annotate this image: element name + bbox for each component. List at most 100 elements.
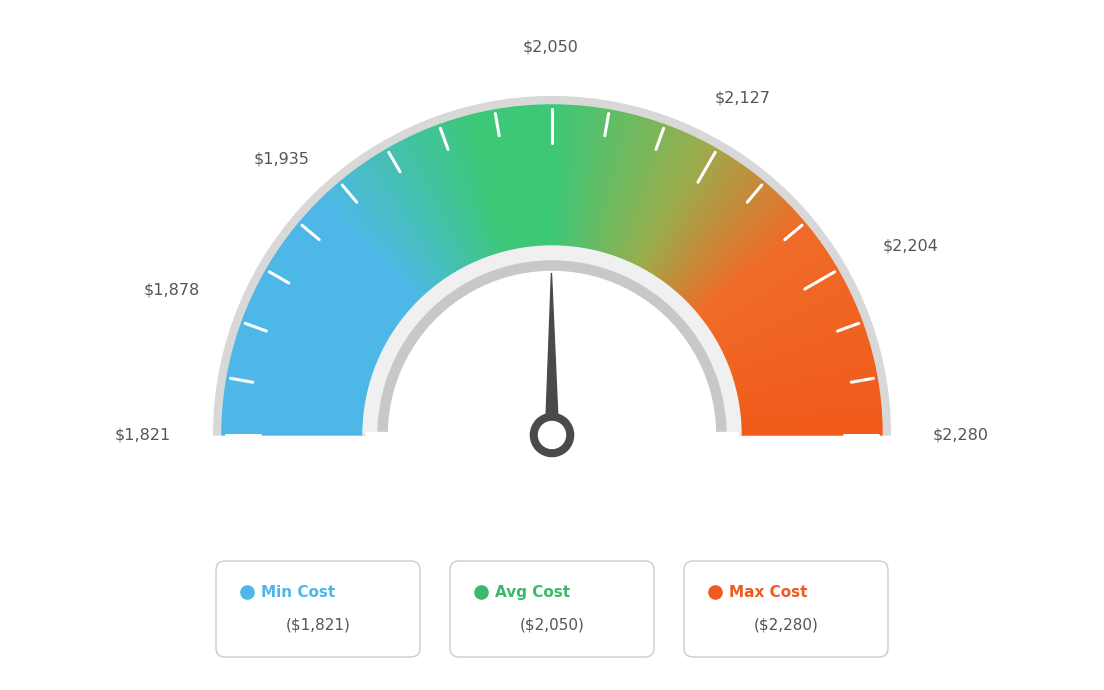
Wedge shape: [371, 158, 452, 279]
Wedge shape: [701, 237, 817, 324]
Wedge shape: [719, 288, 848, 353]
Wedge shape: [546, 105, 551, 249]
Wedge shape: [539, 105, 546, 249]
Wedge shape: [705, 248, 825, 331]
Wedge shape: [222, 420, 367, 428]
Wedge shape: [325, 195, 425, 300]
Wedge shape: [722, 302, 854, 361]
Text: Avg Cost: Avg Cost: [495, 585, 570, 600]
Wedge shape: [682, 200, 785, 304]
Wedge shape: [737, 417, 882, 426]
Wedge shape: [223, 404, 367, 419]
Wedge shape: [232, 351, 372, 388]
Wedge shape: [578, 108, 601, 251]
Wedge shape: [715, 276, 842, 346]
Wedge shape: [282, 243, 401, 328]
Wedge shape: [676, 189, 774, 297]
Wedge shape: [731, 346, 870, 386]
Wedge shape: [287, 237, 403, 324]
Wedge shape: [478, 113, 511, 254]
Wedge shape: [531, 106, 542, 249]
Wedge shape: [732, 351, 872, 388]
Wedge shape: [355, 168, 443, 286]
Wedge shape: [296, 225, 408, 317]
Wedge shape: [229, 368, 370, 399]
Wedge shape: [571, 107, 588, 250]
Wedge shape: [445, 122, 493, 259]
Wedge shape: [498, 109, 523, 252]
Wedge shape: [527, 106, 539, 250]
Wedge shape: [305, 215, 414, 312]
Wedge shape: [622, 129, 678, 263]
Wedge shape: [703, 243, 822, 328]
Wedge shape: [591, 112, 624, 253]
Wedge shape: [319, 200, 422, 304]
Wedge shape: [669, 179, 763, 292]
Wedge shape: [735, 384, 879, 407]
Wedge shape: [594, 114, 629, 254]
Wedge shape: [412, 135, 474, 267]
Wedge shape: [255, 290, 385, 355]
Wedge shape: [688, 209, 794, 308]
Wedge shape: [726, 321, 862, 372]
Wedge shape: [677, 191, 776, 298]
Wedge shape: [288, 235, 404, 324]
Wedge shape: [672, 184, 768, 295]
Wedge shape: [623, 130, 681, 264]
Wedge shape: [352, 171, 440, 287]
Wedge shape: [702, 241, 820, 327]
Wedge shape: [276, 252, 397, 333]
Wedge shape: [226, 378, 369, 404]
Wedge shape: [730, 338, 868, 382]
Wedge shape: [496, 110, 521, 252]
Wedge shape: [587, 111, 616, 253]
Wedge shape: [716, 281, 845, 349]
Circle shape: [475, 586, 488, 599]
Wedge shape: [679, 195, 779, 300]
Wedge shape: [713, 269, 839, 343]
Wedge shape: [317, 201, 421, 304]
Wedge shape: [648, 152, 724, 277]
Wedge shape: [272, 258, 395, 337]
Wedge shape: [393, 145, 464, 272]
Wedge shape: [455, 119, 499, 257]
Wedge shape: [275, 254, 396, 334]
Wedge shape: [222, 417, 367, 426]
Wedge shape: [725, 316, 861, 369]
Wedge shape: [628, 135, 690, 266]
Wedge shape: [213, 97, 891, 435]
Wedge shape: [702, 239, 819, 326]
Wedge shape: [696, 225, 808, 317]
Wedge shape: [254, 292, 384, 356]
Wedge shape: [590, 112, 622, 253]
Wedge shape: [238, 331, 375, 377]
Wedge shape: [308, 211, 415, 310]
Text: $2,280: $2,280: [933, 428, 989, 442]
Wedge shape: [649, 154, 726, 277]
Wedge shape: [650, 155, 729, 278]
Wedge shape: [736, 393, 880, 413]
Wedge shape: [490, 110, 519, 253]
Wedge shape: [285, 239, 402, 326]
Wedge shape: [556, 105, 562, 249]
Wedge shape: [516, 107, 533, 250]
Wedge shape: [231, 358, 371, 393]
Wedge shape: [718, 285, 847, 352]
Wedge shape: [735, 378, 878, 404]
Wedge shape: [683, 201, 787, 304]
Wedge shape: [226, 381, 369, 406]
Wedge shape: [537, 106, 544, 249]
Wedge shape: [657, 162, 740, 282]
Wedge shape: [268, 265, 393, 340]
Wedge shape: [671, 182, 766, 293]
Wedge shape: [267, 267, 392, 342]
Wedge shape: [736, 391, 880, 412]
Wedge shape: [733, 363, 874, 396]
Wedge shape: [697, 228, 811, 320]
Wedge shape: [720, 295, 851, 357]
Wedge shape: [230, 363, 371, 396]
Wedge shape: [242, 321, 378, 372]
Wedge shape: [270, 260, 394, 338]
Wedge shape: [608, 120, 654, 258]
Wedge shape: [328, 191, 427, 298]
